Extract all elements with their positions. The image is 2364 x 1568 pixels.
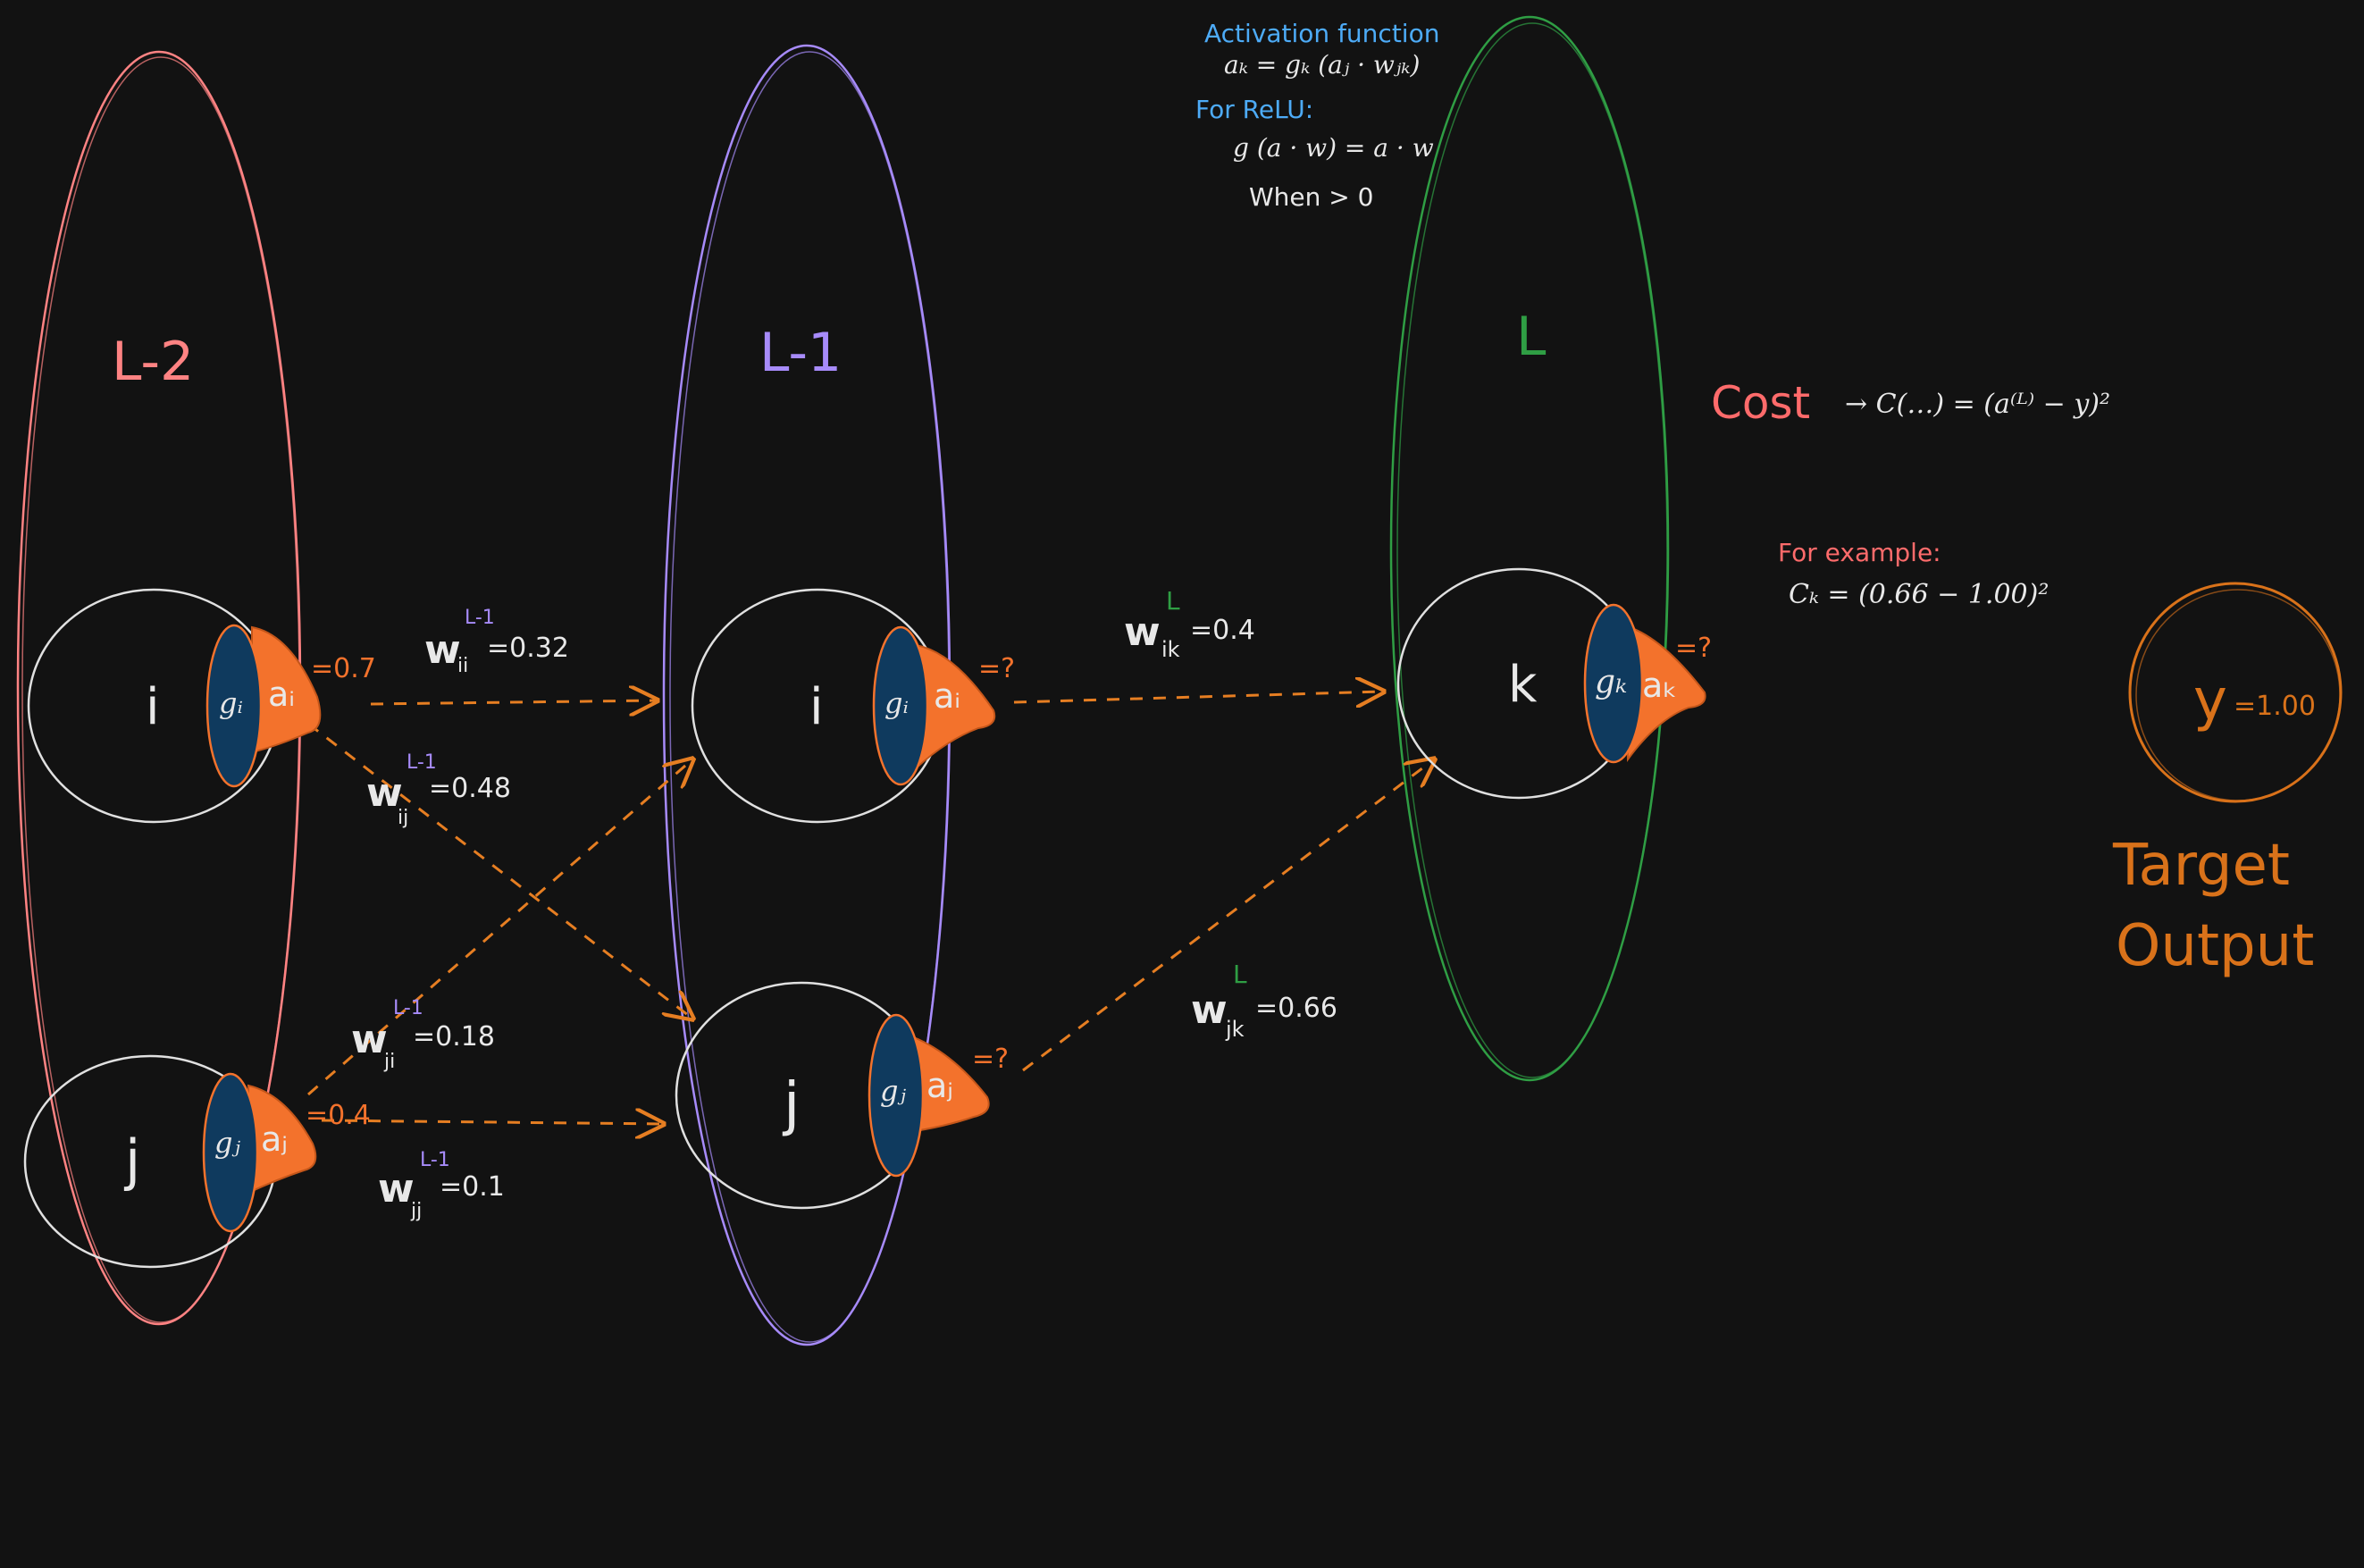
neuron-l2-j: j gⱼ aⱼ =0.4 bbox=[23, 1054, 371, 1269]
edge-jk bbox=[1022, 759, 1434, 1072]
weight-ij: L-1 w ij =0.48 bbox=[366, 751, 511, 829]
relu-formula: g (a · w) = a · w bbox=[1233, 133, 1434, 163]
activation-cone-l-k bbox=[1622, 624, 1706, 762]
cost-label: Cost bbox=[1711, 377, 1810, 429]
edge-ik bbox=[1013, 692, 1383, 702]
weight-ji-w: w bbox=[351, 1017, 388, 1062]
value-l1-i: =? bbox=[978, 653, 1015, 684]
weight-ji-value: =0.18 bbox=[413, 1021, 495, 1052]
value-l2-i: =0.7 bbox=[311, 653, 376, 684]
g-oval-l1-i bbox=[872, 625, 929, 786]
example-label: For example: bbox=[1778, 538, 1941, 567]
neuron-l1-j: j gⱼ aⱼ =? bbox=[675, 981, 1009, 1210]
value-l2-j: =0.4 bbox=[306, 1100, 371, 1131]
a-label-l2-i: aᵢ bbox=[268, 675, 295, 714]
activation-cone-l2-j bbox=[247, 1084, 317, 1195]
g-label-l2-i: gᵢ bbox=[219, 686, 243, 720]
edges bbox=[307, 692, 1434, 1124]
neuron-l2-j-name: j bbox=[123, 1128, 140, 1193]
cost-formula: → C(…) = (a⁽ᴸ⁾ − y)² bbox=[1845, 389, 2110, 420]
layer-l: L bbox=[1389, 15, 1670, 1082]
neuron-l-k-name: k bbox=[1508, 656, 1538, 714]
activation-formula: aₖ = gₖ (aⱼ · wⱼₖ) bbox=[1224, 50, 1420, 80]
neuron-l2-i-name: i bbox=[146, 678, 160, 736]
weight-ii-sup: L-1 bbox=[465, 607, 495, 629]
weight-ij-value: =0.48 bbox=[429, 773, 511, 804]
g-label-l-k: gₖ bbox=[1595, 664, 1627, 700]
layer-l2-label: L-2 bbox=[112, 331, 194, 393]
weight-ii-w: w bbox=[424, 627, 461, 673]
neuron-l1-j-name: j bbox=[782, 1069, 800, 1138]
weight-jk: L w jk =0.66 bbox=[1191, 960, 1337, 1042]
weight-jj-value: =0.1 bbox=[440, 1171, 505, 1203]
weight-ji: L-1 w ji =0.18 bbox=[351, 997, 495, 1073]
weight-ji-sup: L-1 bbox=[393, 997, 423, 1019]
weight-ik-value: =0.4 bbox=[1190, 615, 1255, 646]
target-output: y =1.00 Target Output bbox=[2112, 582, 2343, 979]
weight-ii-value: =0.32 bbox=[487, 633, 569, 664]
weight-jk-sub: jk bbox=[1225, 1017, 1245, 1042]
weight-ik-w: w bbox=[1124, 609, 1161, 655]
weight-ik-sub: ik bbox=[1161, 637, 1180, 662]
weight-ji-sub: ji bbox=[383, 1051, 395, 1073]
a-label-l1-i: aᵢ bbox=[934, 676, 960, 716]
weight-jk-sup: L bbox=[1233, 960, 1247, 989]
value-l-k: =? bbox=[1675, 633, 1712, 664]
weight-jk-w: w bbox=[1191, 987, 1228, 1033]
weight-jj-sub: jj bbox=[410, 1200, 422, 1222]
neuron-l2-i: i gᵢ aᵢ =0.7 bbox=[27, 588, 376, 824]
neuron-l1-i: i gᵢ aᵢ =? bbox=[691, 588, 1015, 824]
weight-jj: L-1 w jj =0.1 bbox=[378, 1149, 505, 1222]
activation-cone-l2-i bbox=[251, 625, 322, 754]
weight-jk-value: =0.66 bbox=[1255, 993, 1337, 1024]
target-caption-1: Target bbox=[2112, 833, 2290, 899]
g-label-l1-i: gᵢ bbox=[884, 686, 909, 720]
weight-ii: L-1 w ii =0.32 bbox=[424, 607, 569, 677]
edge-jj bbox=[321, 1120, 663, 1124]
target-value: =1.00 bbox=[2234, 691, 2316, 722]
neuron-l-k: k gₖ aₖ =? bbox=[1396, 567, 1712, 800]
edge-ij bbox=[307, 722, 692, 1019]
layer-l-label: L bbox=[1516, 306, 1547, 368]
g-oval-l2-i bbox=[205, 624, 263, 788]
example-formula: Cₖ = (0.66 − 1.00)² bbox=[1789, 579, 2049, 610]
g-label-l2-j: gⱼ bbox=[214, 1126, 240, 1160]
relu-condition: When > 0 bbox=[1249, 182, 1373, 212]
value-l1-j: =? bbox=[972, 1044, 1009, 1075]
a-label-l1-j: aⱼ bbox=[926, 1066, 953, 1105]
activation-function-heading: Activation function bbox=[1204, 19, 1439, 48]
a-label-l2-j: aⱼ bbox=[261, 1119, 288, 1159]
g-oval-l1-j bbox=[868, 1013, 925, 1178]
weight-ik: L w ik =0.4 bbox=[1124, 586, 1255, 662]
g-oval-l-k bbox=[1583, 603, 1644, 764]
weight-ik-sup: L bbox=[1166, 586, 1180, 616]
relu-label: For ReLU: bbox=[1195, 95, 1313, 124]
target-symbol: y bbox=[2193, 667, 2227, 734]
weight-ii-sub: ii bbox=[457, 655, 468, 677]
layer-l2: L-2 bbox=[16, 50, 302, 1326]
weight-jj-sup: L-1 bbox=[420, 1149, 450, 1171]
layer-l1-label: L-1 bbox=[759, 322, 842, 384]
weight-jj-w: w bbox=[378, 1166, 415, 1212]
edge-ji bbox=[307, 759, 692, 1096]
activation-cone-l1-i bbox=[915, 643, 996, 771]
a-label-l-k: aₖ bbox=[1642, 666, 1677, 705]
target-caption-2: Output bbox=[2116, 913, 2314, 979]
g-oval-l2-j bbox=[202, 1072, 259, 1233]
neuron-l1-i-name: i bbox=[809, 678, 824, 736]
g-label-l1-j: gⱼ bbox=[880, 1074, 906, 1108]
weight-ij-sup: L-1 bbox=[407, 751, 437, 774]
weight-ij-w: w bbox=[366, 770, 403, 816]
edge-ii bbox=[370, 700, 657, 704]
weight-ij-sub: ij bbox=[398, 807, 408, 829]
